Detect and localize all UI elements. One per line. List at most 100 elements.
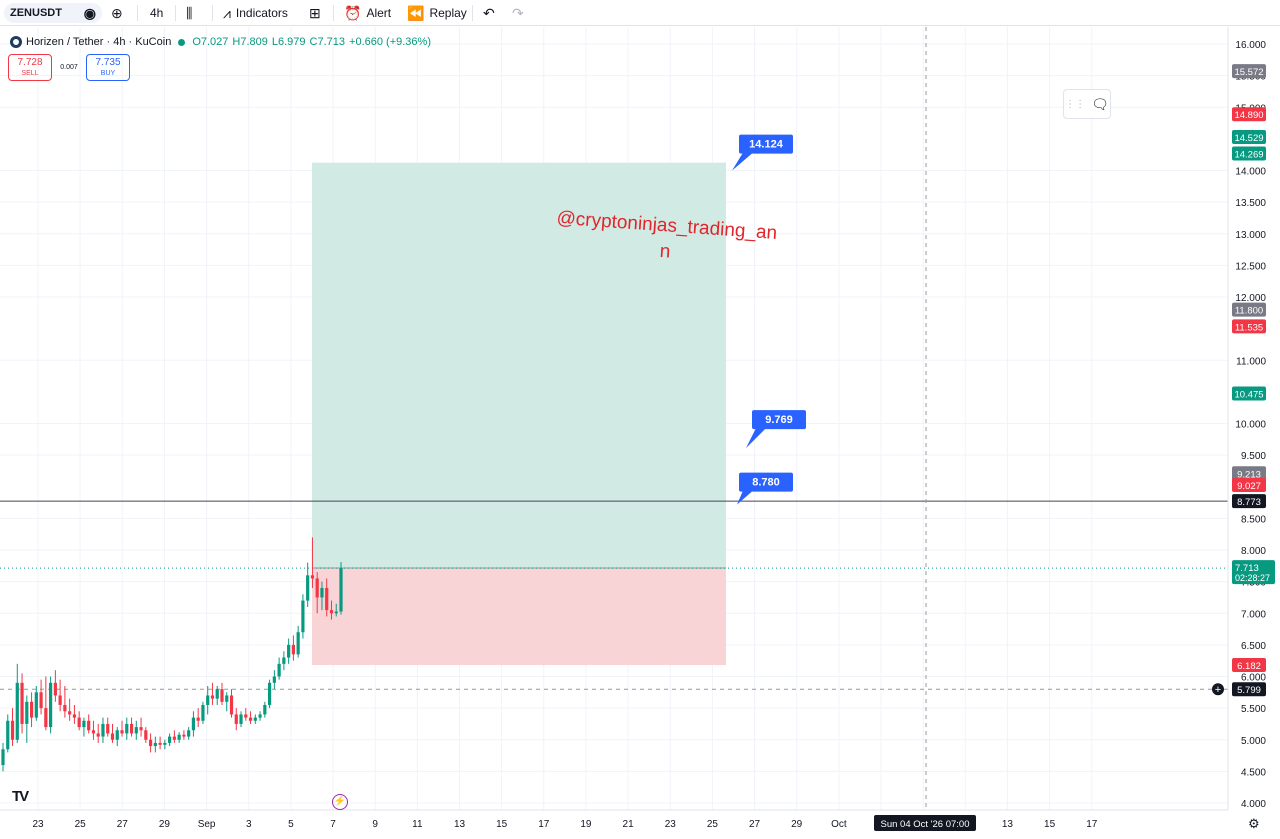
- time-tick-label: 7: [330, 819, 336, 830]
- symbol-search-button[interactable]: ZENUSDT ◉: [4, 3, 102, 23]
- candle-body: [182, 734, 186, 737]
- candle-body: [96, 733, 100, 737]
- replay-icon: ⏪: [407, 5, 425, 21]
- time-tick-label: 23: [665, 819, 677, 830]
- candle-body: [68, 711, 72, 715]
- tradingview-logo-icon[interactable]: TV: [12, 788, 29, 805]
- interval-button[interactable]: 4h: [150, 3, 163, 23]
- lightning-bolt-icon[interactable]: ⚡: [332, 794, 348, 810]
- eye-icon[interactable]: ◉: [83, 5, 96, 21]
- candle-body: [15, 682, 19, 740]
- drag-handle-icon[interactable]: ⋮⋮: [1065, 98, 1086, 110]
- candle-body: [87, 720, 91, 731]
- price-label-box: [1232, 302, 1266, 317]
- price-label-box: [1232, 319, 1266, 334]
- replay-label: Replay: [429, 6, 467, 20]
- callout-pointer: [732, 152, 753, 171]
- spread-value: 0.007: [60, 64, 78, 71]
- candle-body: [25, 701, 29, 724]
- trading-panel: 7.728 SELL 0.007 7.735 BUY: [8, 54, 130, 81]
- sell-button[interactable]: 7.728 SELL: [8, 54, 52, 81]
- floating-drawing-toolbar[interactable]: ⋮⋮ 🗨: [1063, 89, 1111, 119]
- candle-body: [49, 682, 53, 728]
- callout-box: [739, 134, 793, 154]
- candle-body: [325, 587, 329, 611]
- candle-body: [310, 575, 315, 579]
- candle-body: [125, 723, 129, 734]
- candle-body: [244, 714, 248, 718]
- comment-icon[interactable]: 🗨: [1091, 96, 1109, 112]
- crosshair-plus-icon: [1212, 683, 1224, 696]
- candle-body: [6, 720, 10, 750]
- candle-body: [191, 717, 196, 731]
- time-tick-label: 25: [707, 819, 719, 830]
- callout-label: 8.780: [752, 477, 780, 489]
- alert-label: Alert: [366, 6, 392, 20]
- price-label-text: 5.799: [1237, 685, 1261, 696]
- candle-body: [206, 695, 210, 705]
- price-tick-label: 7.000: [1241, 609, 1266, 620]
- candle-body: [129, 723, 134, 734]
- buy-button[interactable]: 7.735 BUY: [86, 54, 130, 81]
- price-label-text: 8.773: [1237, 497, 1261, 508]
- undo-button[interactable]: ↶: [483, 3, 495, 23]
- legend-title[interactable]: Horizen / Tether · 4h · KuCoin: [26, 36, 172, 48]
- last-price-box: [1232, 560, 1275, 585]
- price-label-box: [1232, 107, 1266, 122]
- price-tick-label: 4.000: [1241, 799, 1266, 810]
- candle-body: [201, 704, 205, 721]
- price-label-box: [1232, 494, 1266, 509]
- layouts-button[interactable]: ⊞: [309, 3, 321, 23]
- price-tick-label: 16.000: [1235, 40, 1266, 51]
- candle-body: [82, 720, 86, 728]
- candle-body: [282, 657, 286, 664]
- time-tick-label: 21: [623, 819, 635, 830]
- legend-low: L6.979: [271, 36, 306, 48]
- candle-body: [72, 714, 77, 718]
- candle-body: [210, 695, 215, 699]
- alert-button[interactable]: ⏰ Alert: [344, 3, 391, 23]
- price-label-text: 10.475: [1234, 389, 1263, 400]
- candle-body: [106, 723, 110, 734]
- time-tick-label: 29: [159, 819, 171, 830]
- redo-button[interactable]: ↷: [512, 3, 524, 23]
- candle-body: [329, 610, 334, 614]
- candle-body: [196, 717, 200, 721]
- candle-body: [158, 742, 162, 745]
- countdown-text: 02:28:27: [1235, 573, 1270, 583]
- price-label-text: 14.529: [1234, 133, 1263, 144]
- candle-body: [39, 692, 43, 709]
- candle-body: [20, 682, 24, 724]
- candle-body: [263, 704, 267, 715]
- gear-icon[interactable]: ⚙: [1248, 816, 1260, 831]
- price-tick-label: 13.500: [1235, 198, 1266, 209]
- price-label-box: [1232, 682, 1266, 697]
- candle-body: [63, 704, 67, 712]
- price-tick-label: 8.000: [1241, 546, 1266, 557]
- time-tick-label: 13: [1002, 819, 1014, 830]
- candle-body: [267, 682, 272, 705]
- candle-body: [148, 739, 153, 747]
- chart-type-button[interactable]: ⫼: [186, 3, 192, 23]
- price-tick-label: 9.500: [1241, 451, 1266, 462]
- replay-button[interactable]: ⏪ Replay: [407, 3, 467, 23]
- crosshair-plus-glyph: +: [1215, 684, 1221, 696]
- candle-body: [248, 717, 253, 721]
- compare-button[interactable]: ⊕: [111, 3, 123, 23]
- price-label-text: 11.800: [1235, 306, 1263, 317]
- price-tick-label: 8.500: [1241, 514, 1266, 525]
- candle-body: [187, 730, 191, 737]
- candle-body: [1, 749, 5, 766]
- time-tick-label: 17: [1086, 819, 1098, 830]
- time-tick-label: 19: [580, 819, 592, 830]
- price-label-text: 9.213: [1237, 469, 1261, 480]
- candle-body: [115, 730, 119, 740]
- price-label-box: [1232, 130, 1266, 145]
- candle-body: [277, 663, 281, 677]
- callout-box: [739, 472, 793, 492]
- alarm-clock-icon: ⏰: [344, 5, 362, 21]
- legend-change: +0.660 (+9.36%): [349, 36, 431, 48]
- price-tick-label: 12.500: [1235, 261, 1266, 272]
- indicators-button[interactable]: ⩘ Indicators: [223, 3, 288, 23]
